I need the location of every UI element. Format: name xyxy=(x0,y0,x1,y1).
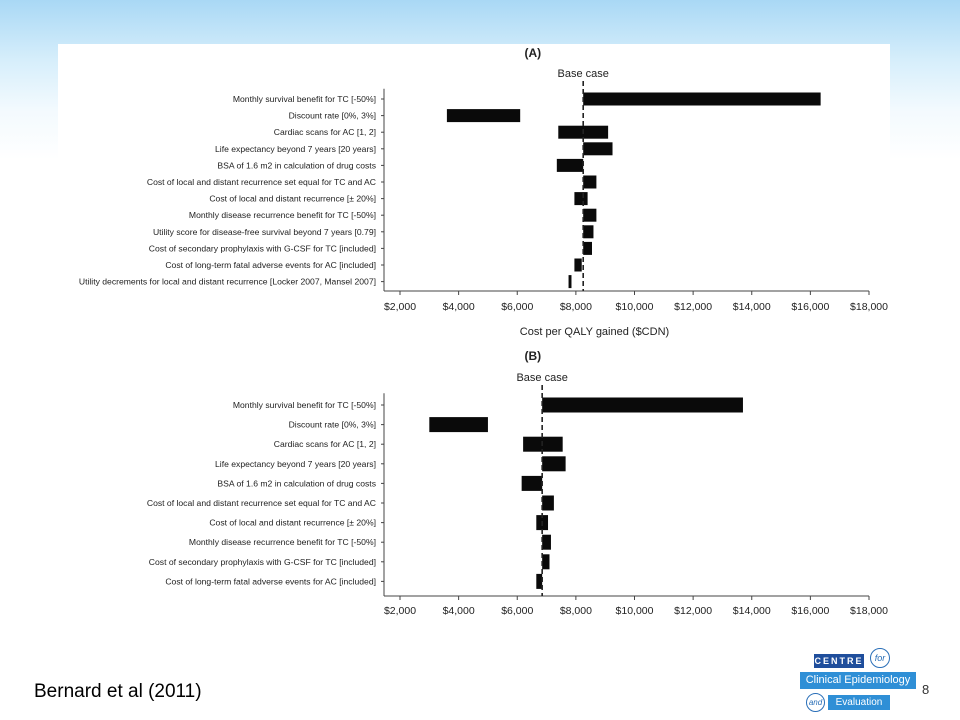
chart-b-category-label: Life expectancy beyond 7 years [20 years… xyxy=(215,459,376,469)
chart-b-category-label: Monthly disease recurrence benefit for T… xyxy=(189,537,376,547)
chart-b-category-label: Cost of secondary prophylaxis with G-CSF… xyxy=(149,557,376,567)
slide-number: 8 xyxy=(922,682,930,697)
chart-b-x-tick-label: $4,000 xyxy=(443,605,475,617)
chart-b-category-label: Monthly survival benefit for TC [-50%] xyxy=(233,400,376,410)
logo-for-label: for xyxy=(870,648,890,668)
chart-a-category-label: Life expectancy beyond 7 years [20 years… xyxy=(215,144,376,154)
chart-a-bar xyxy=(583,208,597,222)
chart-a-category-label: Cost of long-term fatal adverse events f… xyxy=(165,260,376,270)
citation: Bernard et al (2011) xyxy=(34,681,202,702)
chart-b-x-tick-label: $18,000 xyxy=(850,605,888,617)
chart-a-bar xyxy=(446,109,521,123)
chart-b-category-label: BSA of 1.6 m2 in calculation of drug cos… xyxy=(217,478,376,488)
chart-b-category-label: Discount rate [0%, 3%] xyxy=(289,420,376,430)
chart-b-x-tick-label: $10,000 xyxy=(616,605,654,617)
tornado-charts: (A) $2,000 $4,000 $6,000 $8,000 $10,000 $12,00… xyxy=(79,46,888,617)
chart-a-x-tick-label: $8,000 xyxy=(560,301,592,313)
chart-b-baseline-label: Base case xyxy=(516,372,567,384)
cee-logo: CENTRE for Clinical Epidemiology and Eva… xyxy=(800,646,916,714)
chart-b-category-label: Cost of local and distant recurrence [± … xyxy=(209,518,376,528)
chart-a-x-tick-label: $10,000 xyxy=(616,301,654,313)
chart-a-baseline-label: Base case xyxy=(558,68,609,80)
logo-evaluation-label: Evaluation xyxy=(828,695,890,710)
chart-a-category-label: Monthly disease recurrence benefit for T… xyxy=(189,210,376,220)
chart-panel: (A) $2,000 $4,000 $6,000 $8,000 $10,000 $12,00… xyxy=(58,44,890,619)
chart-b-bar xyxy=(542,456,566,472)
logo-main-label: Clinical Epidemiology xyxy=(800,672,916,689)
chart-b-x-tick-label: $12,000 xyxy=(674,605,712,617)
chart-b-x-tick-label: $16,000 xyxy=(791,605,829,617)
chart-a-bar xyxy=(583,92,821,106)
chart-a-category-label: Utility decrements for local and distant… xyxy=(79,277,376,287)
chart-b-bar xyxy=(521,475,543,491)
chart-a-x-tick-label: $4,000 xyxy=(443,301,475,313)
chart-b-title: (B) xyxy=(525,349,542,363)
chart-b-category-label: Cost of long-term fatal adverse events f… xyxy=(165,576,376,586)
chart-a-category-label: Utility score for disease-free survival … xyxy=(153,227,376,237)
chart-a-bar xyxy=(574,258,582,272)
chart-a-x-tick-label: $16,000 xyxy=(791,301,829,313)
chart-b-x-tick-label: $14,000 xyxy=(733,605,771,617)
logo-and-label: and xyxy=(806,693,825,712)
chart-a-category-label: Cost of local and distant recurrence [± … xyxy=(209,194,376,204)
chart-a-category-label: Cardiac scans for AC [1, 2] xyxy=(274,127,376,137)
chart-a-title: (A) xyxy=(525,46,542,60)
logo-centre-label: CENTRE xyxy=(814,654,864,668)
chart-b-bar xyxy=(536,573,543,589)
chart-a-bar xyxy=(583,241,592,255)
chart-a-x-tick-label: $2,000 xyxy=(384,301,416,313)
chart-a-x-tick-label: $6,000 xyxy=(501,301,533,313)
chart-b-category-label: Cost of local and distant recurrence set… xyxy=(147,498,376,508)
chart-a-bar xyxy=(568,275,572,289)
chart-a-category-label: BSA of 1.6 m2 in calculation of drug cos… xyxy=(217,160,376,170)
chart-a-category-label: Cost of secondary prophylaxis with G-CSF… xyxy=(149,243,376,253)
chart-a-bar xyxy=(583,175,597,189)
chart-b-bar xyxy=(542,397,743,413)
chart-a-x-tick-label: $12,000 xyxy=(674,301,712,313)
chart-b-bar xyxy=(429,417,488,433)
chart-a-bar xyxy=(574,192,588,206)
chart-a-category-label: Monthly survival benefit for TC [-50%] xyxy=(233,94,376,104)
chart-b-category-label: Cardiac scans for AC [1, 2] xyxy=(274,439,376,449)
chart-b-x-tick-label: $6,000 xyxy=(501,605,533,617)
chart-a-bar xyxy=(583,225,594,239)
chart-a-x-tick-label: $18,000 xyxy=(850,301,888,313)
chart-a-x-label: Cost per QALY gained ($CDN) xyxy=(520,326,669,338)
chart-a-category-label: Cost of local and distant recurrence set… xyxy=(147,177,376,187)
chart-a-category-label: Discount rate [0%, 3%] xyxy=(289,111,376,121)
chart-a-x-tick-label: $14,000 xyxy=(733,301,771,313)
chart-b-bar xyxy=(542,495,554,511)
chart-b-bar xyxy=(542,534,551,550)
chart-a-bar xyxy=(556,158,584,172)
chart-b-x-tick-label: $8,000 xyxy=(560,605,592,617)
chart-b-bar xyxy=(542,554,550,570)
chart-a-bar xyxy=(583,142,613,156)
chart-b-x-tick-label: $2,000 xyxy=(384,605,416,617)
